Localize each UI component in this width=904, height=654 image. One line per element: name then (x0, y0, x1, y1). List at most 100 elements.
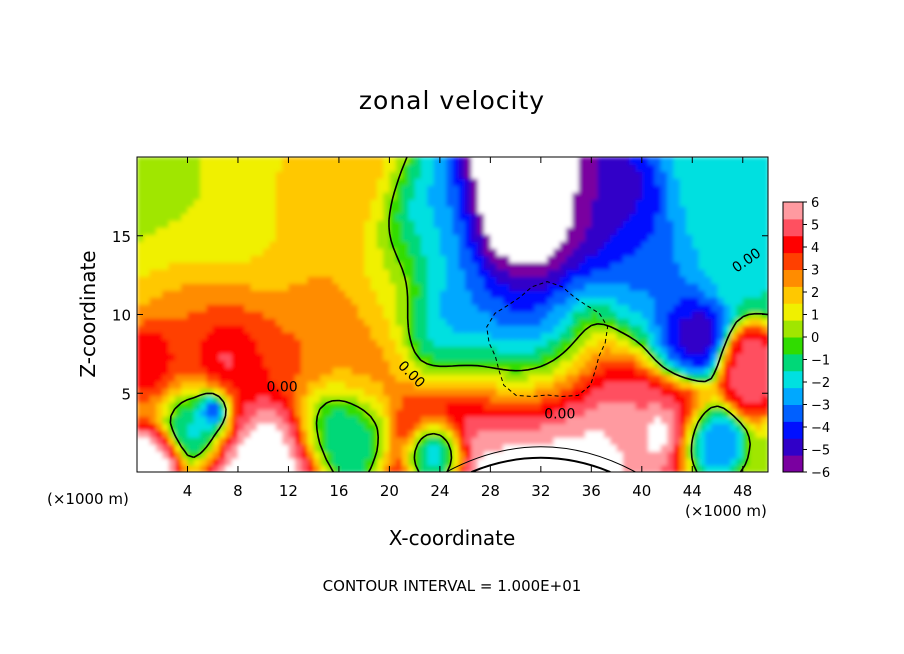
heat-cell (269, 220, 277, 228)
heat-cell (730, 206, 738, 214)
heat-cell (742, 220, 750, 228)
heat-cell (225, 241, 233, 249)
heat-cell (162, 206, 170, 214)
heat-cell (219, 311, 227, 319)
heat-cell (427, 339, 435, 347)
heat-cell (704, 423, 713, 431)
heat-cell (307, 157, 315, 165)
heat-cell (263, 164, 271, 172)
heat-cell (414, 409, 422, 417)
heat-cell (332, 437, 340, 445)
heat-cell (288, 367, 296, 375)
heat-cell (603, 416, 612, 424)
heat-cell (673, 185, 681, 193)
heat-cell (610, 332, 618, 340)
x-tick-label: 12 (279, 482, 298, 500)
heat-cell (162, 332, 170, 340)
heat-cell (458, 234, 466, 242)
heat-cell (282, 367, 290, 375)
heat-cell (275, 227, 283, 235)
heat-cell (219, 206, 227, 214)
heat-cell (282, 346, 290, 354)
heat-cell (370, 465, 378, 472)
heat-cell (509, 220, 517, 228)
heat-cell (547, 374, 555, 382)
heat-cell (616, 241, 624, 249)
heat-cell (673, 206, 681, 214)
heat-cell (420, 171, 429, 179)
heat-cell (540, 416, 548, 424)
heat-cell (603, 157, 612, 165)
heat-cell (439, 367, 447, 375)
heat-cell (319, 178, 328, 186)
heat-cell (250, 360, 258, 368)
heat-cell (648, 465, 656, 472)
heat-cell (515, 360, 523, 368)
heat-cell (137, 444, 145, 452)
heat-cell (282, 353, 290, 361)
heat-cell (162, 409, 170, 417)
heat-cell (635, 451, 643, 459)
heat-cell (534, 241, 542, 249)
heat-cell (389, 304, 397, 312)
heat-cell (433, 269, 441, 277)
heat-cell (736, 171, 744, 179)
heat-cell (698, 206, 706, 214)
heat-cell (540, 192, 548, 200)
heat-cell (484, 276, 492, 284)
heat-cell (540, 178, 548, 186)
heat-cell (225, 171, 233, 179)
heat-cell (484, 192, 492, 200)
heat-cell (597, 381, 605, 389)
heat-cell (206, 199, 214, 207)
heat-cell (225, 185, 233, 193)
heat-cell (534, 374, 542, 382)
heat-cell (742, 430, 750, 438)
heat-cell (698, 381, 706, 389)
heat-cell (187, 262, 195, 270)
heat-cell (534, 444, 542, 452)
heat-cell (187, 213, 195, 221)
heat-cell (704, 311, 713, 319)
heat-cell (313, 367, 321, 375)
heat-cell (231, 241, 239, 249)
heat-cell (351, 367, 359, 375)
heat-cell (585, 388, 593, 396)
heat-cell (528, 290, 536, 298)
heat-cell (641, 444, 649, 452)
heat-cell (616, 255, 624, 263)
heat-cell (345, 192, 353, 200)
heat-cell (685, 220, 694, 228)
heat-cell (692, 311, 700, 319)
heat-cell (667, 465, 675, 472)
heat-cell (572, 402, 580, 410)
heat-cell (433, 458, 441, 466)
x-unit-label-left: (×1000 m) (47, 490, 129, 508)
heat-cell (585, 437, 593, 445)
heat-cell (572, 388, 580, 396)
heat-cell (351, 437, 359, 445)
heat-cell (168, 213, 176, 221)
heat-cell (730, 395, 738, 403)
heat-cell (458, 423, 466, 431)
heat-cell (137, 192, 145, 200)
heat-cell (345, 157, 353, 165)
heat-cell (515, 402, 523, 410)
heat-cell (155, 248, 164, 256)
heat-cell (282, 283, 290, 291)
colorbar-swatch (783, 455, 803, 473)
heat-cell (452, 360, 460, 368)
heat-cell (219, 353, 227, 361)
heat-cell (446, 367, 454, 375)
heat-cell (755, 381, 763, 389)
heat-cell (736, 416, 744, 424)
heat-cell (137, 409, 145, 417)
heat-cell (439, 437, 447, 445)
heat-cell (200, 465, 208, 472)
heat-cell (269, 241, 277, 249)
heat-cell (648, 171, 656, 179)
heat-cell (275, 409, 283, 417)
heat-cell (256, 416, 264, 424)
heat-cell (458, 381, 466, 389)
heat-cell (616, 416, 624, 424)
